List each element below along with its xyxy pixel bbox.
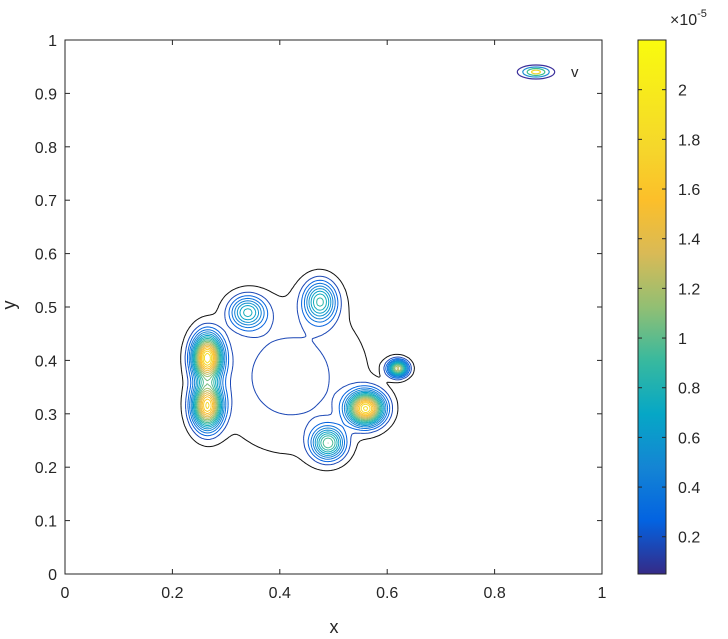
legend-label: v (571, 64, 579, 81)
contour-plot (180, 268, 415, 472)
y-tick-label: 0.6 (35, 247, 57, 264)
colorbar-tick-label: 0.8 (678, 381, 700, 398)
x-tick-label: 0.8 (483, 585, 505, 602)
x-tick-label: 0.2 (161, 585, 183, 602)
colorbar: 0.2 0.4 0.6 0.8 1 1.2 1.4 1.6 1.8 2 ×10-5 (637, 8, 707, 575)
contour-line (202, 350, 371, 414)
contour-line (200, 347, 374, 416)
contour-line (188, 282, 409, 460)
y-tick-label: 0 (48, 567, 57, 584)
contour-line (197, 343, 400, 419)
axes-box (64, 39, 603, 575)
contour-line (190, 285, 408, 458)
legend-box (497, 58, 589, 86)
y-tick-label: 0.8 (35, 140, 57, 157)
contour-line (203, 352, 369, 411)
colorbar-exponent: ×10-5 (670, 8, 707, 29)
y-tick-label: 0.2 (35, 460, 57, 477)
legend-swatch-ring (516, 64, 556, 80)
contour-line (184, 275, 412, 466)
x-tick-label: 0.4 (269, 585, 291, 602)
contour-line (198, 344, 376, 418)
colorbar-tick-label: 1.6 (678, 182, 700, 199)
y-axis: 0 0.1 0.2 0.3 0.4 0.5 0.6 0.7 0.8 0.9 1 (35, 33, 602, 584)
y-tick-label: 0.5 (35, 300, 57, 317)
contour-line (196, 340, 403, 444)
x-tick-label: 0.6 (376, 585, 398, 602)
contour-line (187, 279, 411, 463)
y-tick-label: 0.4 (35, 353, 57, 370)
legend-swatch-ring (530, 69, 541, 75)
y-tick-label: 0.3 (35, 407, 57, 424)
y-tick-label: 1 (48, 33, 57, 50)
x-tick-label: 0 (61, 585, 70, 602)
colorbar-tick-label: 1.2 (678, 281, 700, 298)
colorbar-tick-label: 0.4 (678, 480, 700, 497)
y-tick-label: 0.1 (35, 514, 57, 531)
colorbar-tick-label: 0.2 (678, 530, 700, 547)
colorbar-tick-label: 1 (678, 331, 687, 348)
contour-line (180, 268, 415, 472)
contour-line (192, 290, 406, 455)
colorbar-tick-label: 1.4 (678, 232, 700, 249)
contour-line (195, 339, 404, 449)
colorbar-tick-label: 2 (678, 83, 687, 100)
y-axis-label: y (0, 301, 19, 310)
contour-line (191, 288, 407, 456)
contour-line (194, 297, 405, 451)
colorbar-tick-label: 1.8 (678, 132, 700, 149)
colorbar-tick-label: 0.6 (678, 430, 700, 447)
contour-line (201, 348, 373, 415)
contour-line (193, 293, 406, 453)
legend: v (497, 58, 589, 86)
contour-line (199, 345, 375, 417)
x-axis-label: x (330, 617, 339, 637)
contour-line (196, 341, 402, 421)
y-tick-label: 0.7 (35, 193, 57, 210)
x-axis: 0 0.2 0.4 0.6 0.8 1 (61, 40, 607, 602)
x-tick-label: 1 (598, 585, 607, 602)
colorbar-gradient (637, 39, 667, 575)
legend-swatch-ring (522, 66, 550, 78)
y-tick-label: 0.9 (35, 86, 57, 103)
legend-contour-swatch (516, 64, 556, 80)
legend-swatch-ring (526, 67, 546, 77)
colorbar-ticks: 0.2 0.4 0.6 0.8 1 1.2 1.4 1.6 1.8 2 (638, 83, 700, 547)
